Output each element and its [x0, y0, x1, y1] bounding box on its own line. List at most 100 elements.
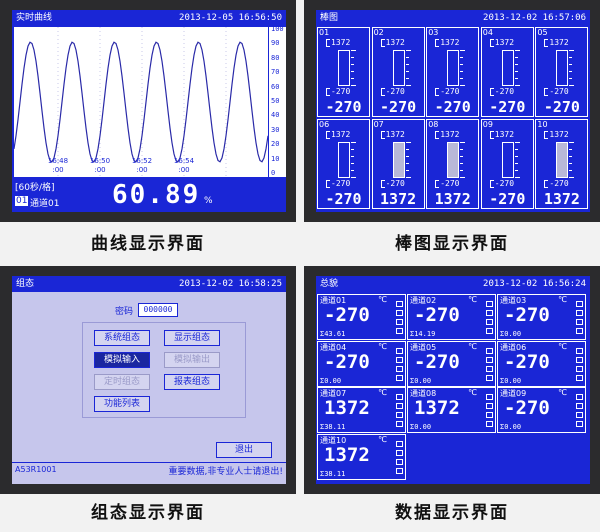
bracket	[380, 39, 385, 47]
scale-tick	[569, 50, 575, 51]
scale-tick	[514, 156, 518, 157]
scale-tick	[405, 64, 409, 65]
bar-value: 1372	[380, 190, 417, 208]
interval: [60秒/格]	[15, 183, 55, 193]
scale-tick	[351, 50, 356, 51]
unit: ℃	[378, 388, 387, 397]
bracket	[326, 88, 330, 96]
scale-tick	[569, 78, 573, 79]
bracket	[544, 88, 549, 96]
status-box	[576, 319, 583, 325]
bar-value: -270	[325, 98, 362, 116]
status-box	[576, 310, 583, 316]
bracket	[489, 39, 494, 47]
bar-value: -270	[489, 190, 526, 208]
menu-button[interactable]: 模拟输入	[94, 352, 150, 368]
max-label: 1372	[385, 38, 405, 47]
bar-fill	[557, 143, 568, 177]
scale-tick	[351, 64, 354, 65]
value: -270	[504, 304, 550, 326]
exit-button[interactable]: 退出	[216, 442, 272, 458]
bar-cell: 09 1372 -270 -270	[480, 119, 534, 209]
scale-label: 90	[271, 39, 280, 48]
caption: 组态显示界面	[91, 503, 205, 523]
menu-button[interactable]: 报表组态	[164, 374, 220, 390]
status-box	[576, 403, 583, 409]
time-label: :00	[94, 166, 106, 174]
data-cell: 通道04 ℃ -270 Σ0.00	[317, 340, 406, 387]
scale-tick	[460, 156, 464, 157]
sum: Σ0.00	[410, 423, 432, 431]
menu-button[interactable]: 显示组态	[164, 330, 220, 346]
status-box	[576, 356, 583, 363]
value: 1372	[324, 397, 370, 419]
time-label: :00	[178, 166, 190, 174]
trend-curve	[13, 41, 269, 163]
scale-label: 30	[271, 125, 280, 134]
channel-name: 通道01	[320, 296, 347, 305]
unit: ℃	[468, 295, 477, 304]
status-box	[396, 301, 403, 307]
bar-frame	[556, 50, 569, 86]
menu-button[interactable]: 功能列表	[94, 396, 150, 412]
unit: %	[204, 196, 213, 206]
status-box	[576, 421, 583, 427]
channel-name: 通道06	[500, 342, 527, 352]
status-box	[576, 374, 583, 381]
bar-frame	[392, 50, 405, 86]
channel-name: 通道09	[500, 389, 527, 398]
data-cell: 通道07 ℃ 1372 Σ38.11	[317, 387, 406, 433]
min-label: -270	[440, 87, 460, 96]
min-label: -270	[494, 87, 515, 96]
screen-title: 组态	[16, 279, 35, 289]
scale-tick	[460, 149, 464, 150]
scale-tick	[405, 50, 411, 51]
max-label: 1372	[331, 38, 351, 47]
plot-svg	[13, 27, 269, 177]
scale-tick	[514, 64, 518, 65]
menu-button[interactable]: 系统组态	[94, 330, 150, 346]
scale-tick	[405, 170, 409, 171]
password-label: 密码	[115, 307, 134, 317]
status-box	[396, 458, 403, 465]
scale-tick	[405, 71, 409, 72]
sum: Σ43.61	[320, 330, 346, 338]
scale-tick	[405, 57, 409, 58]
bar-frame	[392, 142, 405, 178]
time-label: :00	[52, 166, 64, 174]
scale-tick	[351, 149, 354, 150]
bracket	[544, 131, 549, 139]
bar-cell: 10 1372 -270 1372	[535, 119, 589, 209]
unit: ℃	[378, 341, 387, 351]
menu-button[interactable]: 定时组态	[94, 374, 150, 390]
screen: 棒图 2013-12-02 16:57:06 01 1372 -270 -270 02 137…	[316, 10, 590, 212]
bar-value: -270	[325, 190, 362, 208]
status-box	[396, 467, 403, 474]
bar-frame	[338, 142, 350, 178]
data-cell: 通道09 ℃ -270 Σ0.00	[497, 387, 586, 433]
cell-id: 07	[373, 120, 384, 129]
bracket	[435, 180, 440, 188]
status-box	[396, 421, 403, 427]
status-box	[396, 374, 403, 381]
unit: ℃	[468, 388, 477, 397]
bar-frame	[501, 50, 514, 86]
bar-frame	[447, 142, 460, 178]
status-box	[486, 394, 493, 400]
status-box	[486, 319, 493, 325]
sum: Σ14.19	[410, 330, 436, 338]
sum: Σ38.11	[320, 469, 346, 478]
bar-value: -270	[434, 98, 471, 116]
datetime: 2013-12-02 16:56:24	[483, 279, 586, 289]
menu-button[interactable]: 模拟输出	[164, 352, 220, 368]
scale-tick	[460, 50, 466, 51]
scale-label: 0	[271, 169, 276, 177]
sum: Σ0.00	[410, 376, 432, 385]
scale-tick	[460, 85, 466, 86]
status-box	[576, 301, 583, 307]
unit: ℃	[378, 434, 387, 444]
channel-name: 通道03	[500, 296, 527, 305]
header-bar: 总貌 2013-12-02 16:56:24	[316, 276, 590, 292]
scale-tick	[514, 177, 520, 178]
cell-id: 06	[319, 120, 330, 129]
